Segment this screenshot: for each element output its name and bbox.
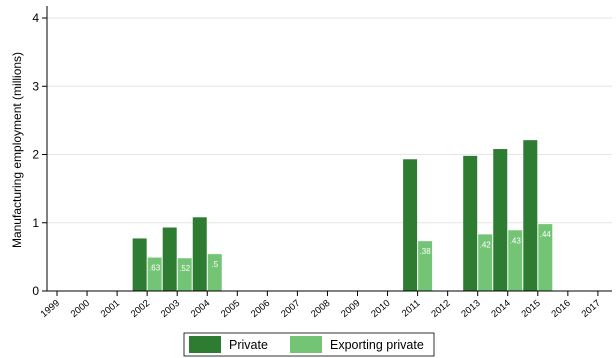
x-tick-label: 2004	[189, 298, 212, 320]
x-tick-label: 2001	[99, 298, 122, 320]
x-tick-label: 2016	[550, 298, 573, 320]
bars: .63 .52 .5 .38 .42 .43 .44	[132, 140, 553, 291]
bar-exporting-private	[418, 241, 433, 291]
legend-swatch-private	[189, 336, 221, 353]
bar-exporting-private	[508, 230, 523, 291]
y-tick-label: 1	[32, 216, 39, 230]
x-tick-label: 2006	[249, 298, 272, 320]
x-tick-label: 2008	[309, 298, 332, 320]
y-tick-label: 2	[32, 148, 39, 162]
x-tick-label: 2002	[129, 298, 152, 320]
bar-exporting-private	[538, 224, 553, 291]
y-tick-label: 3	[32, 79, 39, 93]
bar-private	[403, 159, 418, 291]
y-tick-label: 0	[32, 284, 39, 298]
bar-data-label: .44	[540, 230, 552, 239]
bar-data-label: .63	[149, 264, 161, 273]
bar-private	[463, 155, 478, 291]
gridlines	[47, 17, 612, 224]
bar-exporting-private	[147, 257, 162, 291]
x-tick-label: 2013	[459, 298, 482, 320]
x-tick-label: 2014	[489, 298, 512, 320]
y-axis-ticks: 0 1 2 3 4	[32, 11, 47, 298]
bar-data-label: .5	[211, 260, 218, 269]
bar-private	[132, 238, 147, 291]
x-tick-label: 2015	[519, 298, 542, 320]
bar-private	[192, 217, 207, 291]
bar-data-label: .43	[510, 236, 522, 245]
x-tick-label: 2000	[69, 298, 92, 320]
bar-data-label: .42	[480, 240, 492, 249]
bar-data-label: .52	[179, 264, 191, 273]
x-tick-label: 2011	[400, 298, 423, 320]
x-tick-label: 2005	[219, 298, 242, 320]
x-axis-ticks: 1999 2000 2001 2002 2003 2004 2005 2006 2007 2008…	[39, 291, 603, 320]
y-axis-title: Manufacturing employment (millions)	[10, 52, 24, 248]
x-tick-label: 1999	[39, 298, 62, 320]
legend-label-exporting-private: Exporting private	[330, 338, 424, 352]
y-tick-label: 4	[32, 11, 39, 25]
x-tick-label: 2012	[429, 298, 452, 320]
legend-swatch-exporting-private	[290, 336, 322, 353]
x-tick-label: 2009	[339, 298, 362, 320]
axes	[46, 6, 612, 292]
bar-private	[162, 227, 177, 291]
bar-exporting-private	[207, 254, 222, 291]
bar-exporting-private	[478, 234, 493, 291]
x-tick-label: 2017	[580, 298, 603, 320]
bar-private	[493, 149, 508, 291]
bar-private	[523, 140, 538, 291]
x-tick-label: 2003	[159, 298, 182, 320]
x-tick-label: 2007	[279, 298, 302, 320]
x-tick-label: 2010	[369, 298, 392, 320]
bar-data-label: .38	[420, 247, 432, 256]
bar-exporting-private	[177, 258, 192, 291]
legend: Private Exporting private	[183, 332, 435, 357]
legend-label-private: Private	[229, 338, 268, 352]
